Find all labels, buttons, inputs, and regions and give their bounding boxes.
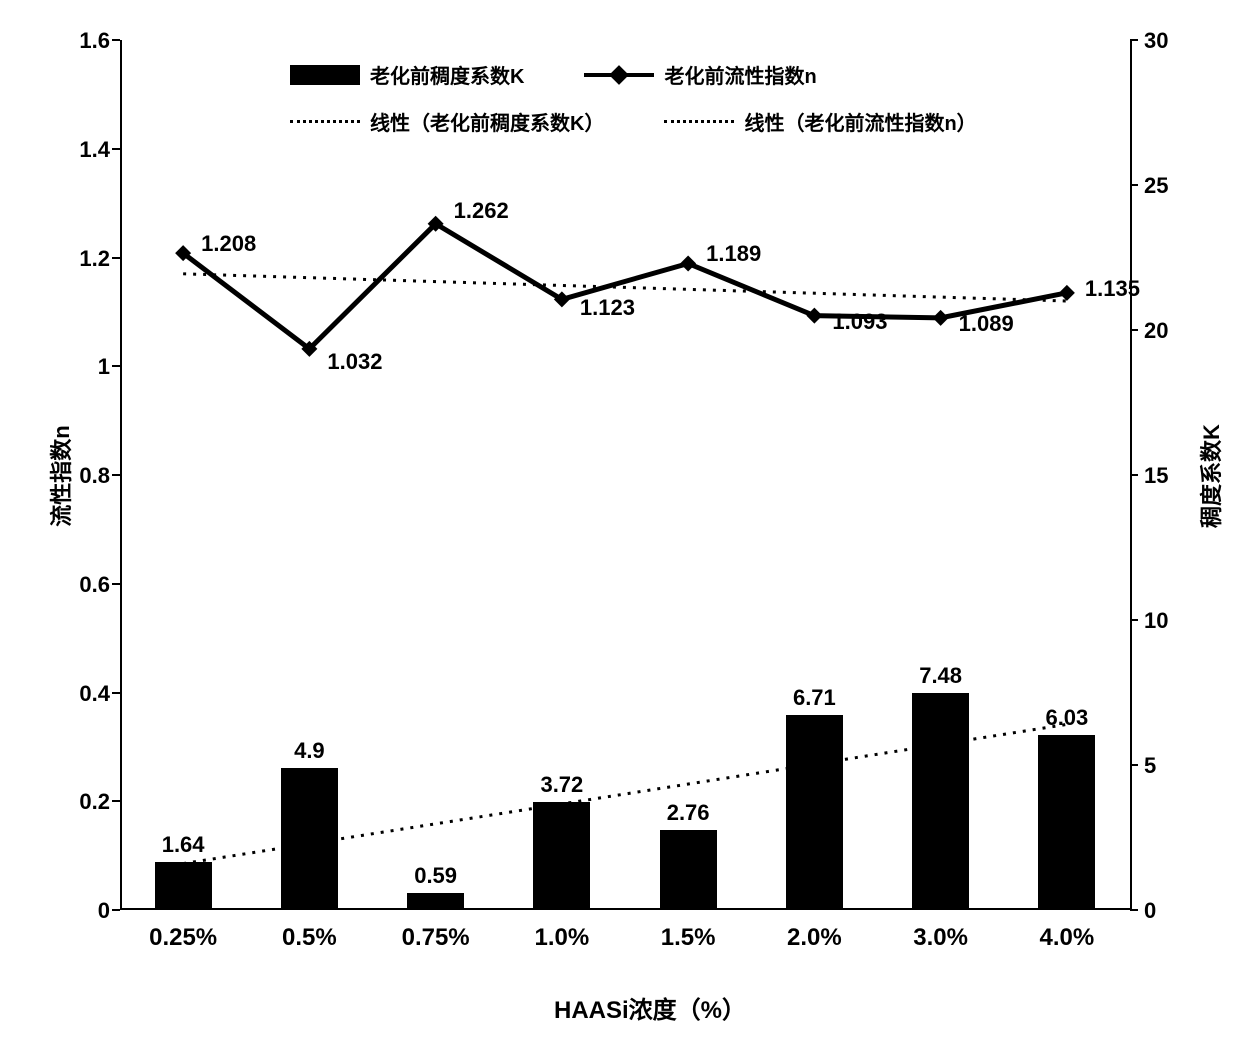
- bar-value-label: 0.59: [414, 863, 457, 889]
- bar: [155, 862, 212, 910]
- bar: [1038, 735, 1095, 910]
- x-tick: 0.5%: [282, 924, 337, 952]
- x-tick: 4.0%: [1040, 924, 1095, 952]
- y-left-tick: 1: [50, 354, 110, 380]
- x-tick: 3.0%: [913, 924, 968, 952]
- y-right-tick: 0: [1144, 898, 1194, 924]
- bar: [786, 715, 843, 910]
- y-left-tick: 1.6: [50, 28, 110, 54]
- legend-row: 老化前稠度系数K 老化前流性指数n: [290, 60, 977, 89]
- bar-value-label: 6.71: [793, 685, 836, 711]
- y-right-tick: 5: [1144, 753, 1194, 779]
- legend-item-bar: 老化前稠度系数K: [290, 60, 524, 89]
- y-left-tick: 1.2: [50, 246, 110, 272]
- x-tick: 2.0%: [787, 924, 842, 952]
- bar-value-label: 1.64: [162, 832, 205, 858]
- line-value-label: 1.093: [832, 309, 887, 335]
- x-tick: 0.75%: [402, 924, 470, 952]
- y-right-axis-label: 稠度系数K: [1194, 416, 1226, 536]
- plot-area: [120, 40, 1130, 910]
- x-tick: 0.25%: [149, 924, 217, 952]
- bar-value-label: 7.48: [919, 663, 962, 689]
- bar-value-label: 2.76: [667, 800, 710, 826]
- legend-item-trend-bar: 线性（老化前稠度系数K）: [290, 107, 604, 136]
- bar-value-label: 6.03: [1045, 705, 1088, 731]
- y-left-tick: 1.4: [50, 137, 110, 163]
- legend-dotted-swatch: [290, 120, 360, 123]
- line-value-label: 1.189: [706, 241, 761, 267]
- x-tick: 1.5%: [661, 924, 716, 952]
- y-left-tick: 0: [50, 898, 110, 924]
- y-right-tick: 15: [1144, 463, 1194, 489]
- line-value-label: 1.089: [959, 311, 1014, 337]
- line-value-label: 1.032: [327, 349, 382, 375]
- legend-label: 老化前稠度系数K: [370, 60, 524, 89]
- line-value-label: 1.208: [201, 231, 256, 257]
- bar: [407, 893, 464, 910]
- line-value-label: 1.262: [454, 198, 509, 224]
- bar: [660, 830, 717, 910]
- legend-label: 线性（老化前稠度系数K）: [370, 107, 604, 136]
- y-left-tick: 0.2: [50, 789, 110, 815]
- legend-diamond-marker: [610, 65, 630, 85]
- x-tick: 1.0%: [535, 924, 590, 952]
- bar-value-label: 4.9: [294, 738, 325, 764]
- line-value-label: 1.123: [580, 295, 635, 321]
- bar: [533, 802, 590, 910]
- y-right-tick: 25: [1144, 173, 1194, 199]
- y-right-tick: 20: [1144, 318, 1194, 344]
- legend-line-swatch: [584, 73, 654, 77]
- bar: [281, 768, 338, 910]
- x-axis-label: HAASi浓度（%）: [520, 990, 780, 1025]
- legend-label: 线性（老化前流性指数n）: [744, 107, 976, 136]
- legend-bar-swatch: [290, 65, 360, 85]
- legend: 老化前稠度系数K 老化前流性指数n 线性（老化前稠度系数K） 线性（老化前流性指…: [290, 60, 977, 136]
- legend-dotted-swatch: [664, 120, 734, 123]
- legend-item-line: 老化前流性指数n: [584, 60, 816, 89]
- legend-label: 老化前流性指数n: [664, 60, 816, 89]
- y-left-tick: 0.4: [50, 681, 110, 707]
- bar-value-label: 3.72: [540, 772, 583, 798]
- bar: [912, 693, 969, 910]
- legend-item-trend-line: 线性（老化前流性指数n）: [664, 107, 976, 136]
- chart-container: 00.20.40.60.811.21.41.6 051015202530 0.2…: [20, 20, 1219, 1032]
- y-right-tick: 30: [1144, 28, 1194, 54]
- line-value-label: 1.135: [1085, 276, 1140, 302]
- y-right-tick: 10: [1144, 608, 1194, 634]
- y-left-tick: 0.6: [50, 572, 110, 598]
- y-left-axis-label: 流性指数n: [44, 416, 76, 536]
- legend-row: 线性（老化前稠度系数K） 线性（老化前流性指数n）: [290, 107, 977, 136]
